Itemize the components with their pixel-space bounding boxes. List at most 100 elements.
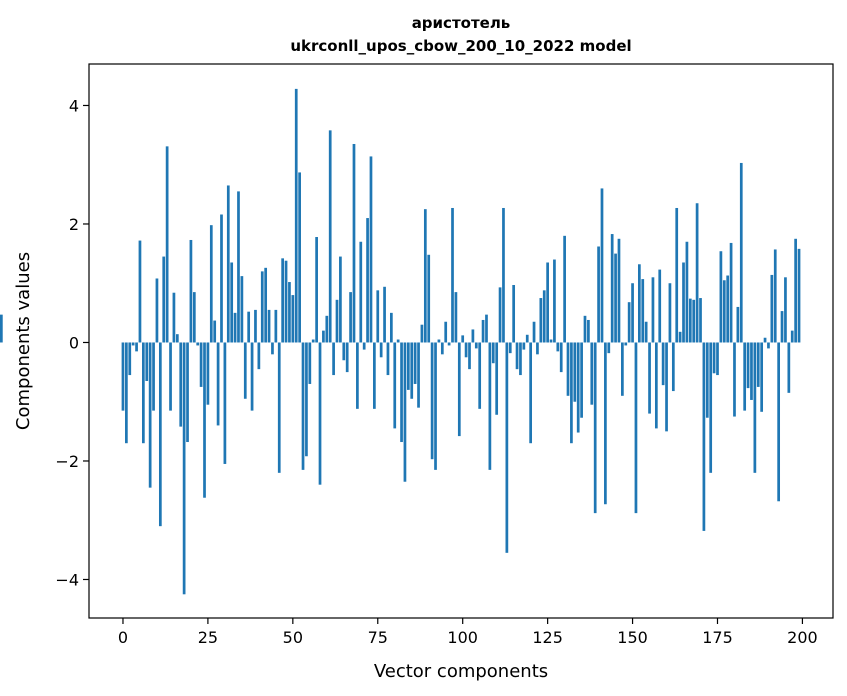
bar-36 xyxy=(243,342,247,399)
bar-171 xyxy=(702,342,706,531)
bar-24 xyxy=(203,342,206,498)
bar-69 xyxy=(356,342,359,409)
bar-127 xyxy=(553,259,556,343)
bar-11 xyxy=(158,342,162,527)
bar-91 xyxy=(430,342,434,460)
y-tick-label: 4 xyxy=(69,96,79,115)
bar-61 xyxy=(328,130,332,343)
bar-16 xyxy=(175,334,179,343)
x-tick-label: 25 xyxy=(198,628,218,647)
bar-199 xyxy=(797,248,801,343)
bar-63 xyxy=(335,299,339,343)
y-axis-label: Components values xyxy=(13,252,34,430)
bar-92 xyxy=(434,342,437,470)
x-tick-label: 75 xyxy=(368,628,388,647)
bar-110 xyxy=(495,342,499,415)
bar-73 xyxy=(369,156,373,343)
bar-155 xyxy=(648,342,651,414)
bar-161 xyxy=(668,283,672,343)
bar-9 xyxy=(152,342,155,411)
bar-10 xyxy=(155,278,159,343)
bar-45 xyxy=(274,309,278,343)
bar-198 xyxy=(794,238,797,343)
bar-115 xyxy=(512,285,516,343)
bar-93 xyxy=(437,339,441,343)
bar-114 xyxy=(508,342,512,354)
bar-168 xyxy=(692,299,696,343)
bar-154 xyxy=(644,321,648,343)
bar-164 xyxy=(678,331,682,343)
bar-37 xyxy=(247,311,251,343)
bar-148 xyxy=(624,342,628,346)
bar-190 xyxy=(767,342,770,349)
x-tick-label: 125 xyxy=(532,628,563,647)
bar-191 xyxy=(770,274,774,343)
bar-193 xyxy=(777,342,781,502)
bar-33 xyxy=(233,312,237,343)
bar-60 xyxy=(325,315,329,343)
bar-133 xyxy=(573,342,577,402)
bar-144 xyxy=(610,234,614,343)
bar-76 xyxy=(379,342,383,358)
x-tick-label: 150 xyxy=(617,628,648,647)
bar-178 xyxy=(726,275,730,343)
x-tick-label: 100 xyxy=(447,628,478,647)
chart-title-line2: ukrconll_upos_cbow_200_10_2022 model xyxy=(290,37,631,55)
bar-119 xyxy=(525,334,529,343)
bar-122 xyxy=(536,342,539,355)
x-tick-label: 0 xyxy=(118,628,128,647)
bar-128 xyxy=(556,342,560,352)
x-axis-label: Vector components xyxy=(374,661,548,682)
bar-62 xyxy=(332,342,335,376)
bar-183 xyxy=(743,342,747,411)
bar-88 xyxy=(420,324,424,343)
bar-192 xyxy=(773,249,777,343)
bar-96 xyxy=(447,342,451,346)
bar-17 xyxy=(179,342,183,427)
bar-80 xyxy=(393,342,397,429)
bar-30 xyxy=(223,342,227,464)
bar-101 xyxy=(464,342,468,358)
bar-6 xyxy=(141,342,145,444)
bar-27 xyxy=(213,320,217,343)
bar-145 xyxy=(614,253,617,343)
y-tick-label: 0 xyxy=(69,333,79,352)
bar-21 xyxy=(192,292,196,343)
bar-43 xyxy=(267,309,271,343)
bar-143 xyxy=(607,342,611,354)
bar-156 xyxy=(651,277,655,343)
bar-134 xyxy=(576,342,580,433)
bar-141 xyxy=(600,188,604,343)
bar-157 xyxy=(654,342,658,429)
bar-158 xyxy=(658,269,662,343)
bar-166 xyxy=(685,241,689,343)
bar-97 xyxy=(451,207,454,343)
bar-84 xyxy=(406,342,410,390)
bar-78 xyxy=(386,342,390,376)
y-tick-label: −2 xyxy=(55,452,79,471)
bar-56 xyxy=(311,339,315,343)
bar-94 xyxy=(440,342,444,355)
x-axis-ticks: 0 25 50 75 100 125 150 175 200 xyxy=(118,618,818,647)
x-tick-label: 50 xyxy=(283,628,303,647)
bar-170 xyxy=(699,298,702,343)
bar-138 xyxy=(590,342,594,405)
bar-186 xyxy=(753,342,757,473)
bar-180 xyxy=(733,342,736,417)
bar-12 xyxy=(162,256,166,343)
bar-116 xyxy=(515,342,519,370)
bar-173 xyxy=(709,342,713,473)
bar-151 xyxy=(634,342,638,514)
bar-67 xyxy=(349,292,352,343)
bar-75 xyxy=(376,290,380,343)
bar-77 xyxy=(383,286,386,343)
bar-70 xyxy=(359,241,363,343)
bar-83 xyxy=(403,342,407,482)
bar-49 xyxy=(288,282,291,343)
bar-23 xyxy=(199,342,203,387)
bar-197 xyxy=(790,330,794,343)
bar-2 xyxy=(128,342,132,376)
bar-98 xyxy=(454,292,458,343)
bar-167 xyxy=(688,298,692,343)
